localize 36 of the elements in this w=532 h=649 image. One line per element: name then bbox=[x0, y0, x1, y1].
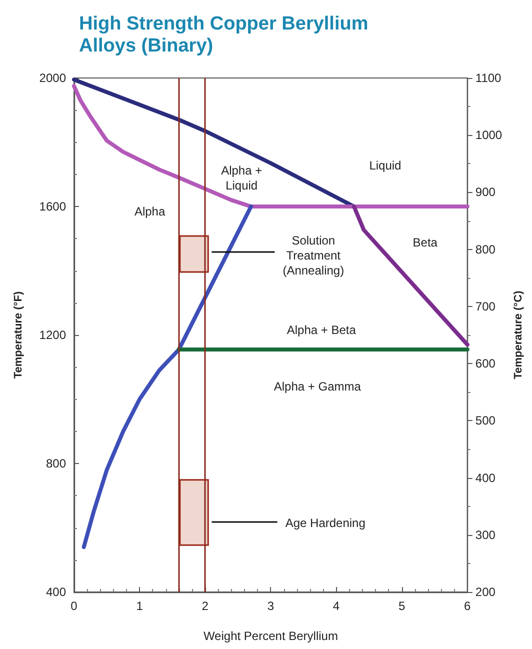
y2-tick-label: 400 bbox=[475, 470, 496, 485]
y2-tick-label: 1000 bbox=[475, 128, 502, 142]
y2-tick-label: 600 bbox=[475, 356, 496, 371]
annotation: Age Hardening bbox=[285, 516, 366, 530]
x-tick-label: 2 bbox=[202, 599, 209, 613]
annotation: Alpha + Liquid bbox=[221, 164, 262, 193]
y2-axis-title: Temperature (°C) bbox=[512, 290, 524, 380]
chart-title: High Strength Copper Beryllium Alloys (Binary) bbox=[79, 14, 374, 56]
annotation: Alpha bbox=[134, 204, 166, 219]
x-tick-label: 1 bbox=[136, 599, 144, 613]
y-tick-label: 1200 bbox=[39, 328, 66, 342]
x-tick-label: 5 bbox=[398, 599, 406, 613]
annotation: Beta bbox=[412, 235, 438, 250]
x-tick-label: 6 bbox=[464, 599, 472, 613]
annotation: Solution Treatment (Annealing) bbox=[282, 233, 344, 278]
x-tick-label: 3 bbox=[267, 599, 274, 613]
x-axis-title: Weight Percent Beryllium bbox=[203, 629, 338, 643]
y-tick-label: 2000 bbox=[39, 71, 66, 85]
y-axis-title: Temperature (°F) bbox=[12, 291, 24, 379]
x-tick-label: 4 bbox=[332, 599, 340, 613]
line-series bbox=[82, 204, 254, 550]
y2-tick-label: 900 bbox=[475, 185, 496, 200]
annotation: Alpha + Gamma bbox=[274, 379, 362, 394]
y2-tick-label: 800 bbox=[475, 242, 496, 256]
annotation: Alpha + Beta bbox=[286, 322, 356, 337]
y2-tick-label: 700 bbox=[475, 299, 496, 314]
y2-tick-label: 200 bbox=[475, 585, 496, 599]
annotation: Liquid bbox=[369, 158, 402, 172]
x-tick-label: 0 bbox=[70, 599, 78, 613]
y-tick-label: 400 bbox=[46, 585, 66, 599]
y2-tick-label: 500 bbox=[475, 414, 496, 428]
line-series bbox=[72, 84, 470, 208]
y-tick-label: 800 bbox=[46, 456, 66, 470]
y2-tick-label: 1100 bbox=[475, 71, 502, 85]
y2-tick-label: 300 bbox=[475, 528, 496, 542]
y-tick-label: 1600 bbox=[39, 200, 66, 214]
